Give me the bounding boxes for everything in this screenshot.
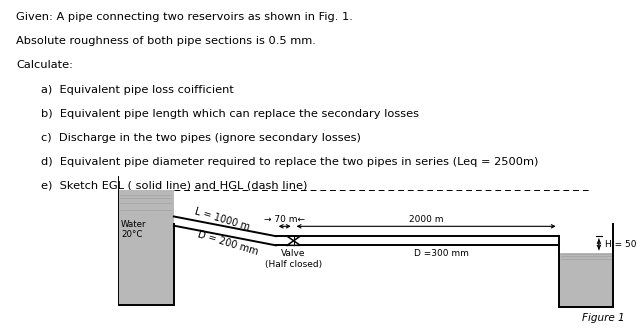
- Text: Given: A pipe connecting two reservoirs as shown in Fig. 1.: Given: A pipe connecting two reservoirs …: [16, 12, 353, 22]
- Text: Absolute roughness of both pipe sections is 0.5 mm.: Absolute roughness of both pipe sections…: [16, 36, 316, 46]
- Text: → 70 m←: → 70 m←: [264, 215, 305, 224]
- Text: Figure 1: Figure 1: [582, 313, 625, 323]
- Text: D =300 mm: D =300 mm: [414, 249, 469, 258]
- Text: Valve
(Half closed): Valve (Half closed): [265, 249, 322, 269]
- Text: a)  Equivalent pipe loss coifficient: a) Equivalent pipe loss coifficient: [41, 85, 234, 95]
- Text: d)  Equivalent pipe diameter required to replace the two pipes in series (Leq = : d) Equivalent pipe diameter required to …: [41, 157, 539, 167]
- Text: H = 50 m: H = 50 m: [605, 240, 637, 249]
- Text: e)  Sketch EGL ( solid line) and HGL (dash line): e) Sketch EGL ( solid line) and HGL (das…: [41, 181, 308, 191]
- Text: D = 200 mm: D = 200 mm: [196, 229, 259, 256]
- Bar: [559, 253, 613, 307]
- Text: Water
20°C: Water 20°C: [121, 220, 147, 239]
- Text: Calculate:: Calculate:: [16, 60, 73, 70]
- Text: 2000 m: 2000 m: [409, 215, 443, 224]
- Text: c)  Discharge in the two pipes (ignore secondary losses): c) Discharge in the two pipes (ignore se…: [41, 133, 361, 143]
- Bar: [118, 190, 174, 305]
- Text: b)  Equivalent pipe length which can replace the secondary losses: b) Equivalent pipe length which can repl…: [41, 109, 419, 119]
- Text: L = 1000 m: L = 1000 m: [194, 206, 251, 232]
